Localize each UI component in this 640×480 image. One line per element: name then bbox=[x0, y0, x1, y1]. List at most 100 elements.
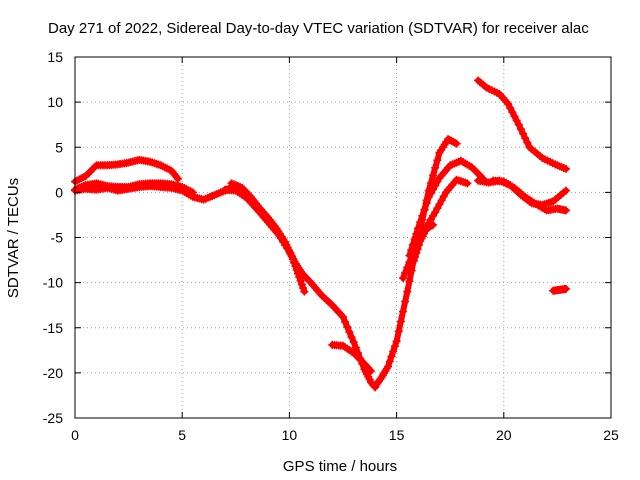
data-point bbox=[414, 224, 423, 233]
data-point bbox=[519, 129, 528, 138]
data-point bbox=[521, 134, 530, 143]
data-point bbox=[365, 365, 374, 374]
chart-title: Day 271 of 2022, Sidereal Day-to-day VTE… bbox=[48, 20, 589, 37]
data-point bbox=[561, 206, 570, 215]
data-point bbox=[349, 338, 358, 347]
data-point bbox=[297, 280, 306, 289]
data-point bbox=[510, 112, 519, 121]
data-point bbox=[399, 307, 408, 316]
y-tick-label: 15 bbox=[47, 49, 63, 65]
data-point bbox=[341, 317, 350, 326]
data-point bbox=[293, 269, 302, 278]
y-tick-label: -15 bbox=[43, 320, 63, 336]
data-point bbox=[403, 287, 412, 296]
data-point bbox=[420, 205, 429, 214]
data-point bbox=[366, 367, 375, 376]
data-point bbox=[413, 245, 422, 254]
data-point bbox=[418, 211, 427, 220]
data-point bbox=[390, 342, 399, 351]
data-point bbox=[412, 249, 421, 258]
axis-ticks: 0 5 10 15 20 25 -25 -20 -15 -10 -5 0 5 10 15 bbox=[43, 49, 619, 443]
y-tick-label: -20 bbox=[43, 365, 63, 381]
series-track-1 bbox=[71, 155, 182, 186]
data-point bbox=[392, 337, 401, 346]
data-point bbox=[561, 186, 570, 195]
data-point bbox=[429, 171, 438, 180]
data-point bbox=[394, 327, 403, 336]
series-track-13 bbox=[489, 176, 570, 215]
y-tick-label: 0 bbox=[55, 184, 63, 200]
data-point bbox=[516, 125, 525, 134]
data-point bbox=[172, 173, 181, 182]
x-tick-label: 15 bbox=[389, 427, 405, 443]
series-track-14 bbox=[549, 284, 570, 295]
data-point bbox=[422, 199, 431, 208]
data-point bbox=[401, 268, 410, 277]
data-point bbox=[561, 284, 570, 293]
data-point bbox=[299, 284, 308, 293]
data-point bbox=[339, 312, 347, 321]
y-axis-title: SDTVAR / TECUs bbox=[5, 178, 22, 298]
data-point bbox=[414, 241, 423, 250]
x-tick-label: 10 bbox=[282, 427, 298, 443]
series-track-7 bbox=[371, 135, 461, 391]
y-tick-label: -5 bbox=[51, 230, 64, 246]
x-tick-label: 20 bbox=[496, 427, 512, 443]
data-point bbox=[287, 251, 296, 260]
data-point bbox=[523, 138, 532, 147]
data-point bbox=[389, 347, 398, 356]
data-point bbox=[561, 164, 570, 173]
data-point bbox=[288, 255, 297, 264]
data-point bbox=[504, 99, 513, 108]
data-point bbox=[345, 328, 354, 337]
data-point bbox=[343, 323, 352, 332]
data-point bbox=[452, 139, 461, 148]
data-point bbox=[411, 252, 420, 261]
y-tick-label: 5 bbox=[55, 139, 63, 155]
x-tick-label: 5 bbox=[178, 427, 186, 443]
data-point bbox=[173, 174, 182, 183]
data-point bbox=[384, 362, 393, 371]
data-point bbox=[399, 274, 408, 283]
data-point bbox=[300, 287, 309, 296]
data-point bbox=[401, 297, 410, 306]
data-point bbox=[385, 357, 394, 366]
data-point bbox=[431, 163, 440, 172]
data-point bbox=[450, 138, 459, 147]
data-point bbox=[351, 343, 360, 352]
series-track-5 bbox=[227, 179, 309, 296]
data-point bbox=[305, 276, 314, 285]
data-point bbox=[463, 179, 472, 188]
data-point bbox=[405, 277, 414, 286]
data-point bbox=[291, 262, 300, 271]
data-point bbox=[403, 263, 412, 272]
series-track-6 bbox=[328, 340, 375, 376]
data-point bbox=[506, 104, 515, 113]
data-point bbox=[508, 108, 517, 117]
data-series bbox=[71, 76, 570, 392]
data-point bbox=[295, 273, 304, 282]
y-tick-label: -25 bbox=[43, 410, 63, 426]
x-tick-label: 0 bbox=[71, 427, 79, 443]
series-track-8 bbox=[405, 156, 487, 260]
y-tick-label: 10 bbox=[47, 94, 63, 110]
data-point bbox=[292, 265, 301, 274]
series-track-10 bbox=[409, 220, 438, 265]
x-tick-label: 25 bbox=[603, 427, 619, 443]
data-point bbox=[290, 258, 299, 267]
data-point bbox=[409, 256, 418, 265]
data-point bbox=[512, 116, 521, 125]
data-point bbox=[296, 276, 305, 285]
data-point bbox=[429, 220, 438, 229]
x-axis-title: GPS time / hours bbox=[283, 458, 397, 475]
data-point bbox=[396, 317, 405, 326]
data-point bbox=[433, 156, 442, 165]
data-point bbox=[514, 120, 523, 129]
data-point bbox=[480, 82, 489, 91]
y-tick-label: -10 bbox=[43, 275, 63, 291]
data-point bbox=[347, 333, 356, 342]
series-track-9 bbox=[399, 175, 472, 283]
data-point bbox=[387, 352, 396, 361]
data-point bbox=[416, 218, 425, 227]
